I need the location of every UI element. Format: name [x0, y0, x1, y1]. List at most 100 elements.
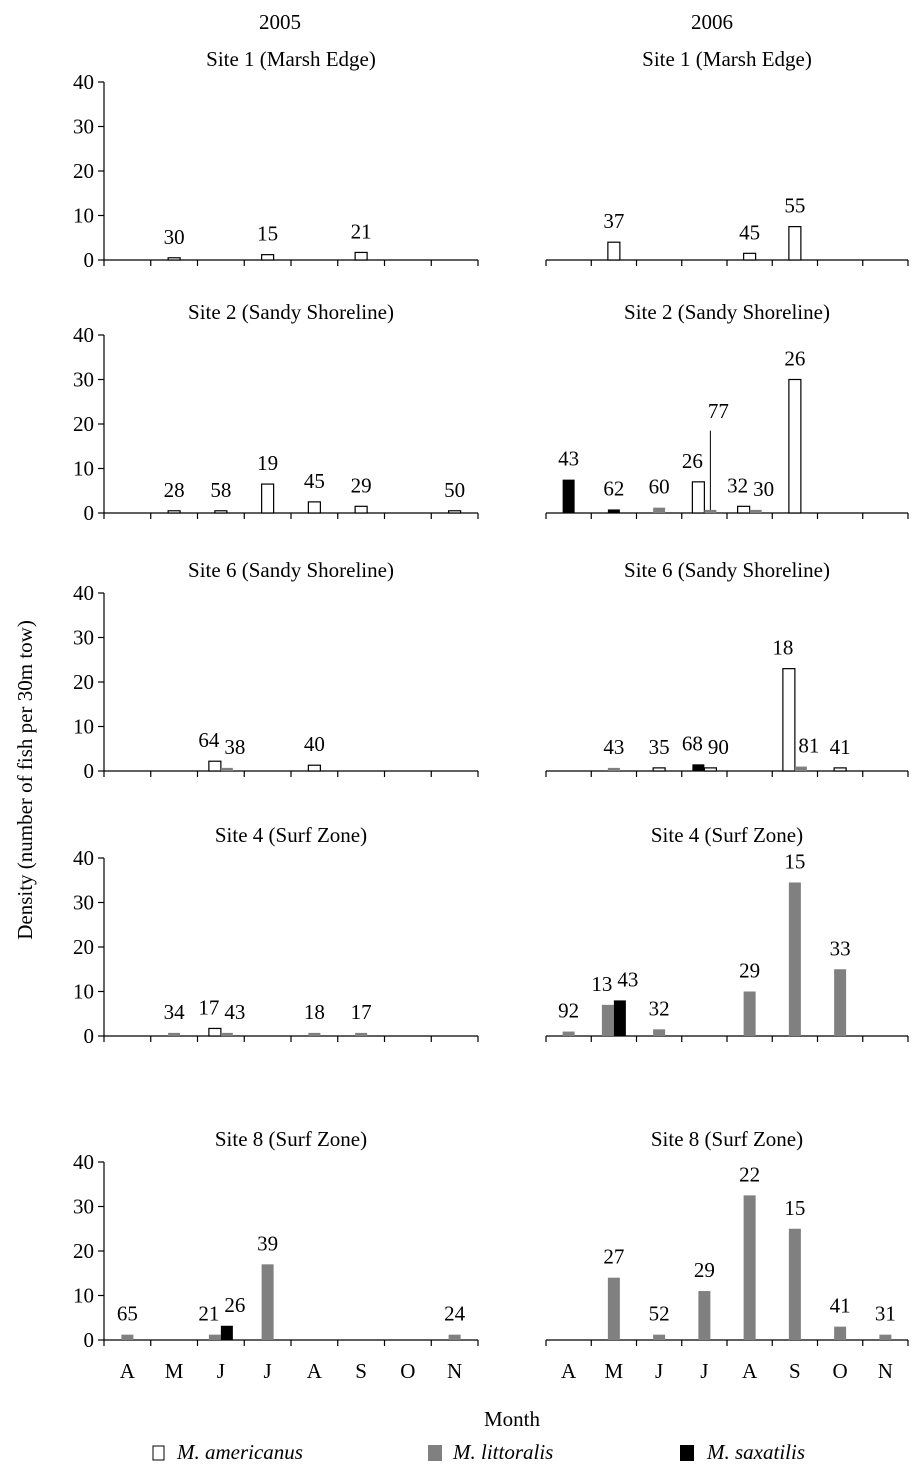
legend-label-littoralis: M. littoralis — [452, 1440, 553, 1464]
panel-site-1-2005: Site 1 (Marsh Edge) 0 10 20 30 40 30 15 21 — [73, 47, 479, 272]
data-label: 28 — [164, 478, 185, 502]
data-label: 77 — [708, 399, 729, 423]
bar-littoralis — [794, 766, 807, 771]
x-tick-label: O — [833, 1359, 848, 1383]
bar-littoralis — [743, 1195, 756, 1340]
x-tick-label: J — [700, 1359, 708, 1383]
bar-americanus — [737, 505, 751, 514]
bar-littoralis — [261, 1264, 274, 1340]
bar-littoralis — [743, 991, 756, 1036]
bar-littoralis — [220, 1032, 233, 1036]
data-label: 43 — [603, 735, 624, 759]
legend-swatch-littoralis — [428, 1445, 442, 1461]
data-label: 45 — [304, 469, 325, 493]
x-tick-label: A — [307, 1359, 323, 1383]
y-tick-label: 10 — [73, 1284, 94, 1308]
y-tick-label: 10 — [73, 457, 94, 481]
y-tick-label: 10 — [73, 204, 94, 228]
data-label: 92 — [558, 999, 579, 1023]
x-axis-label: Month — [484, 1407, 541, 1431]
data-label: 38 — [224, 735, 245, 759]
data-label: 30 — [164, 225, 185, 249]
y-tick-label: 30 — [73, 891, 94, 915]
data-label: 43 — [558, 447, 579, 471]
data-label: 81 — [798, 734, 819, 758]
data-label: 26 — [784, 347, 805, 371]
data-label: 41 — [830, 735, 851, 759]
data-label: 18 — [772, 636, 793, 660]
data-label: 40 — [304, 732, 325, 756]
data-label: 41 — [830, 1294, 851, 1318]
data-label: 22 — [739, 1162, 760, 1186]
x-tick-label: J — [655, 1359, 663, 1383]
bar-americanus — [354, 505, 368, 514]
data-label: 29 — [739, 959, 760, 983]
x-tick-label: M — [605, 1359, 624, 1383]
y-tick-label: 20 — [73, 670, 94, 694]
data-label: 33 — [830, 936, 851, 960]
data-label: 62 — [603, 476, 624, 500]
bar-saxatilis — [562, 479, 575, 513]
bar-littoralis — [607, 767, 620, 771]
x-tick-label: J — [217, 1359, 225, 1383]
data-label: 18 — [304, 1000, 325, 1024]
panel-title: Site 8 (Surf Zone) — [215, 1127, 367, 1151]
bar-americanus — [208, 1027, 222, 1037]
panel-site-2-2005: Site 2 (Sandy Shoreline) 0 10 20 30 40 28 58 19 4… — [73, 300, 479, 525]
y-tick-label: 0 — [84, 248, 95, 272]
x-tick-label: S — [789, 1359, 801, 1383]
y-tick-label: 30 — [73, 115, 94, 139]
data-label: 45 — [739, 220, 760, 244]
data-label: 29 — [694, 1258, 715, 1282]
bar-americanus — [788, 378, 802, 514]
data-label: 19 — [257, 451, 278, 475]
data-label: 39 — [257, 1231, 278, 1255]
bar-americanus — [833, 767, 847, 772]
data-label: 68 — [682, 731, 703, 755]
data-label: 15 — [784, 849, 805, 873]
data-label: 17 — [351, 1000, 372, 1024]
panel-title: Site 2 (Sandy Shoreline) — [188, 300, 394, 324]
legend-label-americanus: M. americanus — [176, 1440, 303, 1464]
data-label: 34 — [164, 1000, 186, 1024]
data-label: 50 — [444, 478, 465, 502]
data-label: 64 — [198, 728, 220, 752]
y-tick-label: 40 — [73, 323, 94, 347]
bar-littoralis — [749, 509, 762, 513]
x-tick-label: M — [165, 1359, 184, 1383]
bar-littoralis — [653, 1029, 666, 1036]
data-label: 32 — [649, 996, 670, 1020]
bar-littoralis — [607, 1277, 620, 1340]
data-label: 21 — [351, 219, 372, 243]
y-tick-label: 40 — [73, 581, 94, 605]
data-label: 29 — [351, 473, 372, 497]
x-tick-label: O — [400, 1359, 415, 1383]
y-tick-label: 0 — [84, 501, 95, 525]
y-tick-label: 0 — [84, 1024, 95, 1048]
data-label: 15 — [257, 222, 278, 246]
data-label: 37 — [603, 209, 624, 233]
panel-title: Site 6 (Sandy Shoreline) — [188, 558, 394, 582]
panel-site-1-2006: Site 1 (Marsh Edge) 37 45 55 — [545, 47, 909, 266]
panel-title: Site 4 (Surf Zone) — [215, 823, 367, 847]
bar-americanus — [691, 481, 705, 514]
bar-americanus — [307, 764, 321, 772]
data-label: 55 — [784, 194, 805, 218]
legend: M. americanus M. littoralis M. saxatilis — [152, 1440, 805, 1464]
bar-americanus — [652, 767, 666, 772]
bar-saxatilis — [613, 1000, 626, 1036]
bar-americanus — [261, 254, 275, 261]
panel-title: Site 1 (Marsh Edge) — [206, 47, 376, 71]
data-label: 60 — [649, 475, 670, 499]
y-tick-label: 40 — [73, 846, 94, 870]
panel-title: Site 4 (Surf Zone) — [651, 823, 803, 847]
data-label: 27 — [603, 1245, 624, 1269]
x-tick-label: A — [561, 1359, 577, 1383]
legend-item-littoralis: M. littoralis — [428, 1440, 553, 1464]
y-axis-label: Density (number of fish per 30m tow) — [13, 620, 37, 940]
bar-saxatilis — [607, 509, 620, 513]
bar-americanus — [261, 483, 275, 514]
bar-littoralis — [653, 1334, 666, 1340]
